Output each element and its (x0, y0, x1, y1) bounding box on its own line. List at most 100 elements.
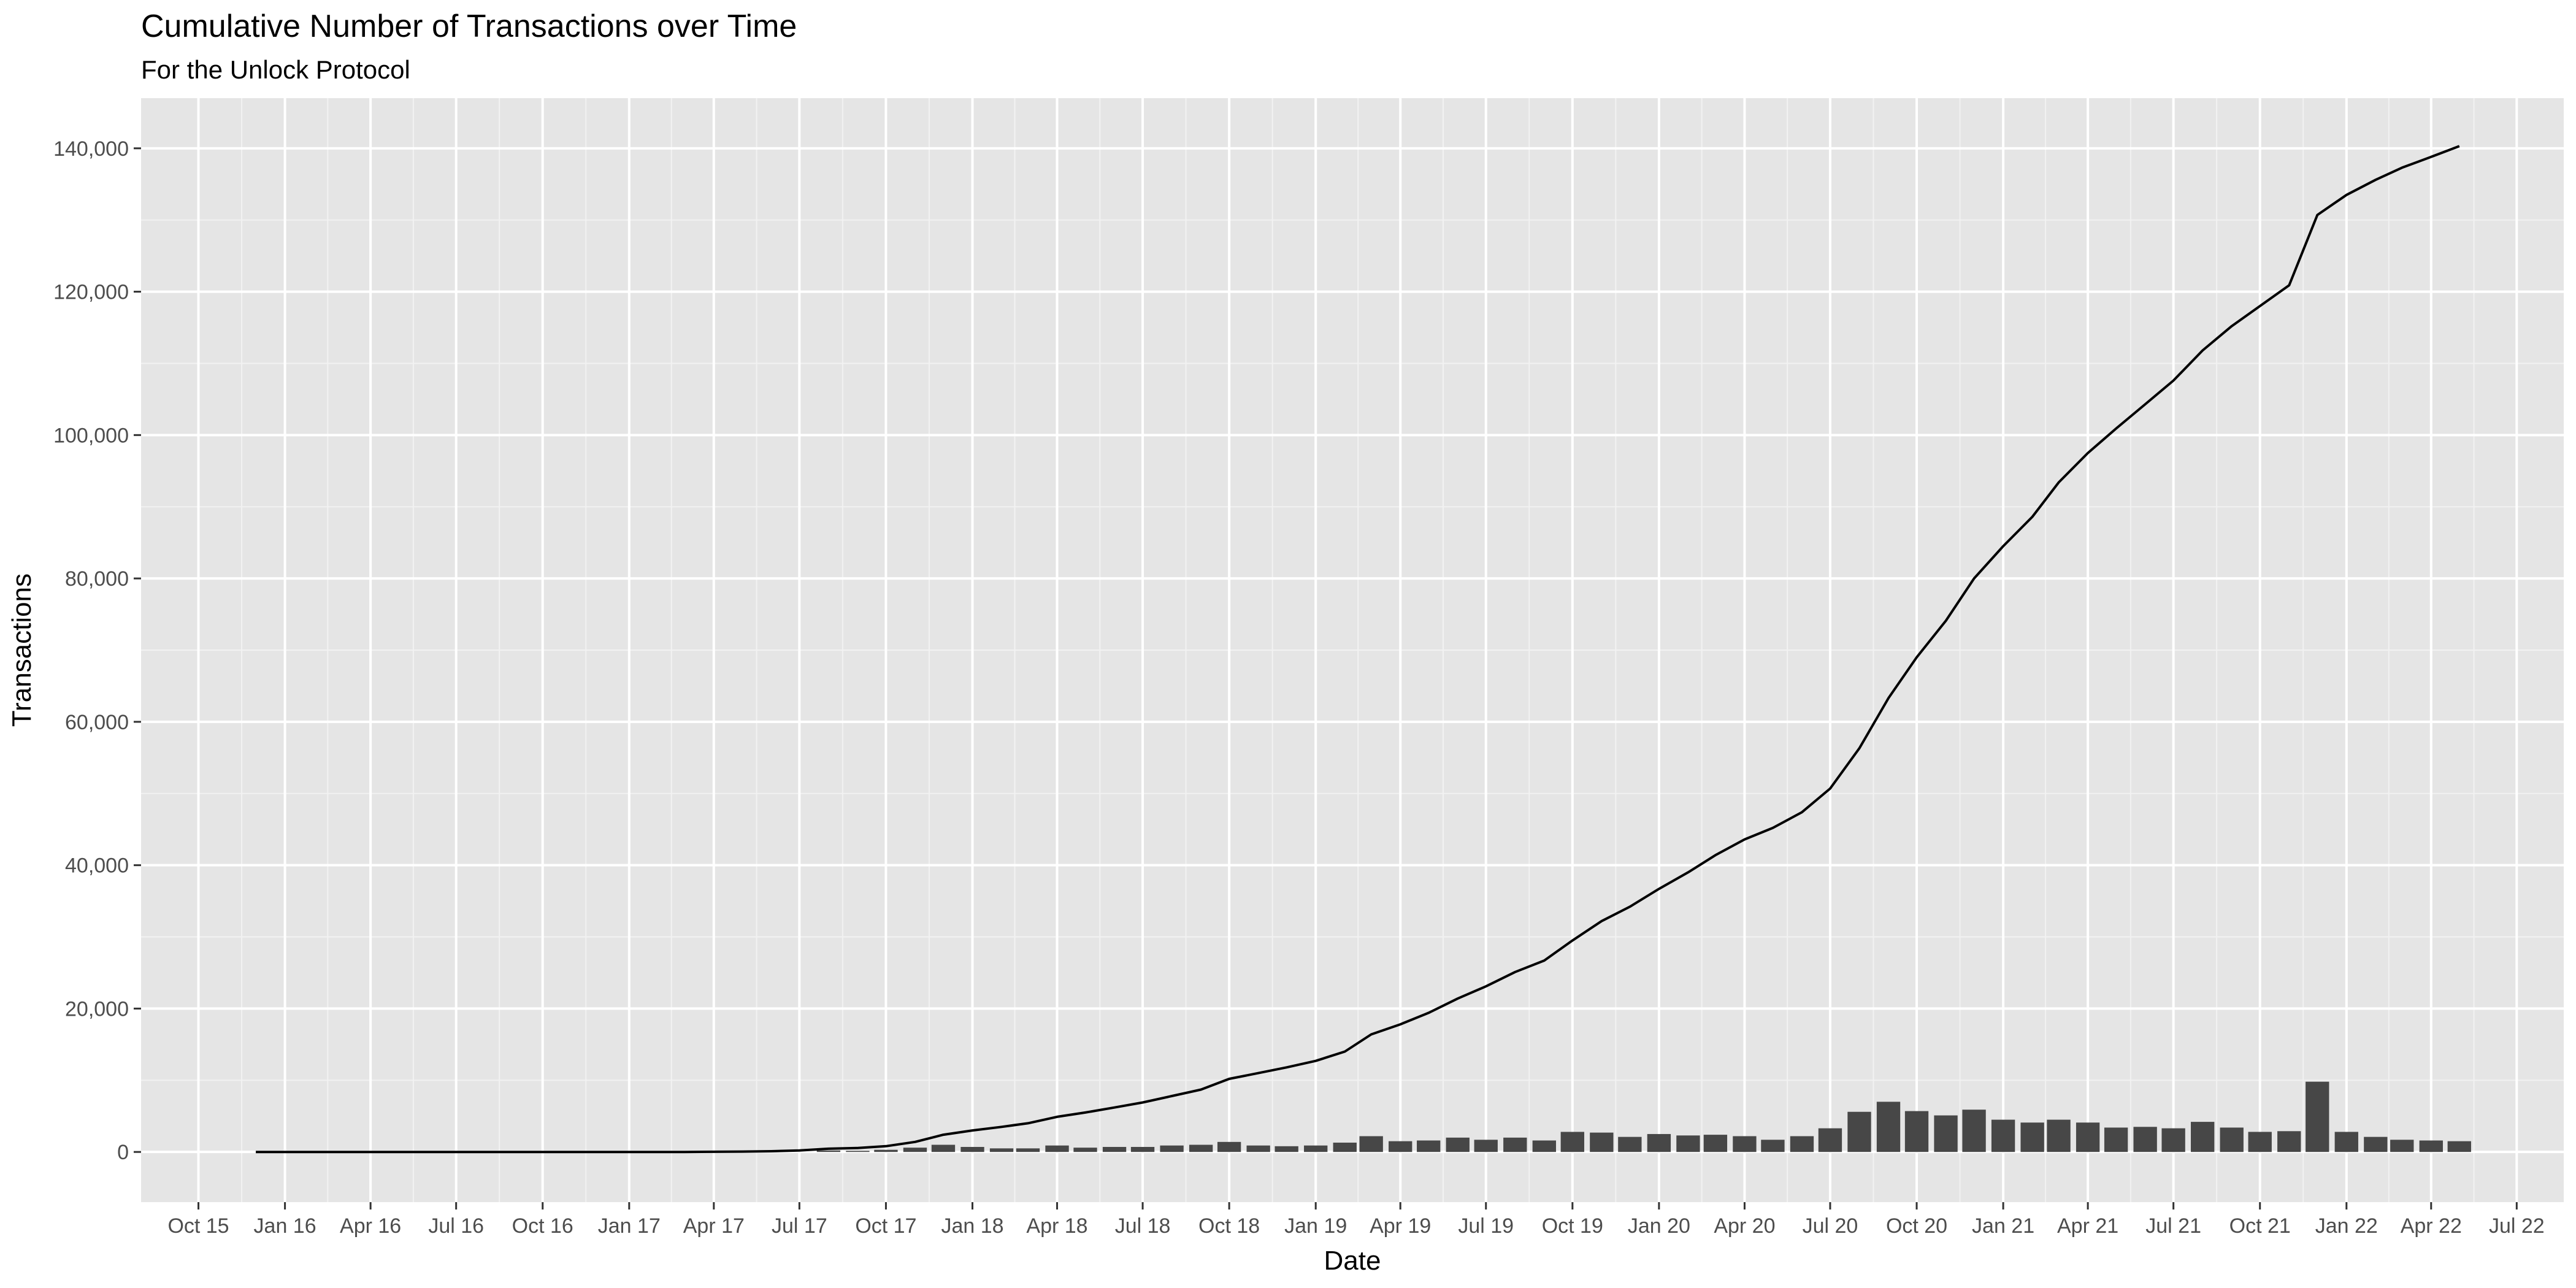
x-tick-label: Jan 19 (1284, 1214, 1347, 1238)
bar (2419, 1140, 2443, 1152)
x-tick-label: Apr 21 (2057, 1214, 2118, 1238)
x-tick-label: Jan 22 (2315, 1214, 2378, 1238)
bar (2020, 1122, 2044, 1152)
bar (2277, 1131, 2301, 1152)
bar (2390, 1140, 2414, 1152)
bar (1275, 1146, 1298, 1152)
y-tick-label: 60,000 (65, 711, 129, 734)
y-tick-label: 80,000 (65, 567, 129, 591)
bar (1761, 1140, 1785, 1152)
bar (1676, 1135, 1700, 1152)
bar (1647, 1133, 1671, 1152)
bar (1217, 1141, 1241, 1152)
bar (1962, 1110, 1986, 1152)
bar (1304, 1145, 1328, 1152)
minor-gridlines (141, 98, 2564, 1202)
x-tick-label: Jan 18 (941, 1214, 1003, 1238)
x-tick-label: Oct 19 (1542, 1214, 1603, 1238)
bar (874, 1149, 898, 1152)
bar (903, 1148, 927, 1152)
bar (1359, 1136, 1383, 1152)
bar (2104, 1127, 2128, 1152)
x-tick-label: Apr 17 (683, 1214, 745, 1238)
y-tick-label: 40,000 (65, 854, 129, 878)
bar (1733, 1136, 1757, 1152)
x-tick-label: Jul 22 (2489, 1214, 2545, 1238)
y-axis: 0 20,000 40,000 60,000 80,000 100,000 120,000 1… (53, 137, 141, 1164)
bar (2161, 1128, 2185, 1152)
chart-subtitle: For the Unlock Protocol (141, 55, 410, 84)
x-tick-label: Oct 18 (1198, 1214, 1260, 1238)
x-tick-label: Jan 21 (1972, 1214, 2034, 1238)
bar (1016, 1148, 1040, 1152)
x-axis: Oct 15 Jan 16 Apr 16 Jul 16 Oct 16 Jan 17 Apr … (167, 1202, 2545, 1238)
x-axis-title: Date (1324, 1246, 1381, 1276)
bar (1045, 1145, 1069, 1152)
x-tick-label: Apr 22 (2401, 1214, 2462, 1238)
y-tick-label: 100,000 (53, 424, 129, 447)
bar (1246, 1145, 1270, 1152)
x-tick-label: Jul 17 (772, 1214, 827, 1238)
bar (2364, 1137, 2388, 1152)
y-tick-label: 20,000 (65, 997, 129, 1021)
bar (1876, 1102, 1901, 1152)
bar (1790, 1136, 1814, 1152)
chart-title: Cumulative Number of Transactions over T… (141, 9, 797, 44)
bar (1590, 1132, 1614, 1152)
x-tick-label: Jul 16 (428, 1214, 484, 1238)
bar (1446, 1137, 1470, 1152)
bar (1934, 1115, 1958, 1152)
x-tick-label: Apr 18 (1026, 1214, 1087, 1238)
bar (1503, 1137, 1527, 1152)
bar (960, 1147, 984, 1152)
x-tick-label: Jul 20 (1803, 1214, 1858, 1238)
bar (2248, 1132, 2272, 1152)
bar (1818, 1128, 1842, 1152)
bar (1073, 1148, 1097, 1152)
x-tick-label: Apr 16 (340, 1214, 401, 1238)
bar (1130, 1147, 1155, 1152)
bar (846, 1151, 870, 1152)
x-tick-label: Jul 18 (1115, 1214, 1171, 1238)
bar (989, 1148, 1014, 1152)
bar (1102, 1147, 1127, 1152)
x-tick-label: Apr 19 (1370, 1214, 1431, 1238)
y-axis-title: Transactions (7, 573, 37, 727)
bar (1160, 1145, 1184, 1152)
bar (816, 1150, 841, 1152)
bar (1532, 1140, 1556, 1152)
x-tick-label: Oct 15 (167, 1214, 229, 1238)
y-tick-label: 120,000 (53, 281, 129, 304)
bar (1389, 1141, 1413, 1152)
y-tick-label: 0 (117, 1141, 129, 1164)
major-gridlines (141, 98, 2564, 1202)
bar (1618, 1137, 1642, 1152)
bar (1189, 1144, 1213, 1152)
cumulative-line (256, 145, 2460, 1154)
x-tick-label: Oct 16 (512, 1214, 573, 1238)
x-tick-label: Oct 17 (855, 1214, 916, 1238)
x-tick-label: Jan 20 (1628, 1214, 1690, 1238)
y-tick-label: 140,000 (53, 137, 129, 161)
bar (2076, 1122, 2100, 1152)
monthly-bars (816, 1081, 2471, 1152)
bar (1560, 1132, 1584, 1152)
x-tick-label: Jul 21 (2145, 1214, 2201, 1238)
bar (2447, 1141, 2471, 1152)
bar (2220, 1127, 2244, 1152)
bar (1847, 1111, 1871, 1152)
bar (2334, 1132, 2358, 1152)
x-tick-label: Jul 19 (1458, 1214, 1514, 1238)
bar (2133, 1127, 2157, 1152)
bar (1991, 1119, 2015, 1152)
x-tick-label: Oct 21 (2229, 1214, 2291, 1238)
bar (1904, 1111, 1929, 1152)
bar (1417, 1140, 1441, 1152)
bar (931, 1144, 956, 1152)
bar (2306, 1081, 2329, 1152)
bar (1703, 1135, 1728, 1152)
x-tick-label: Apr 20 (1714, 1214, 1775, 1238)
bar (2191, 1122, 2215, 1152)
x-tick-label: Jan 17 (598, 1214, 661, 1238)
